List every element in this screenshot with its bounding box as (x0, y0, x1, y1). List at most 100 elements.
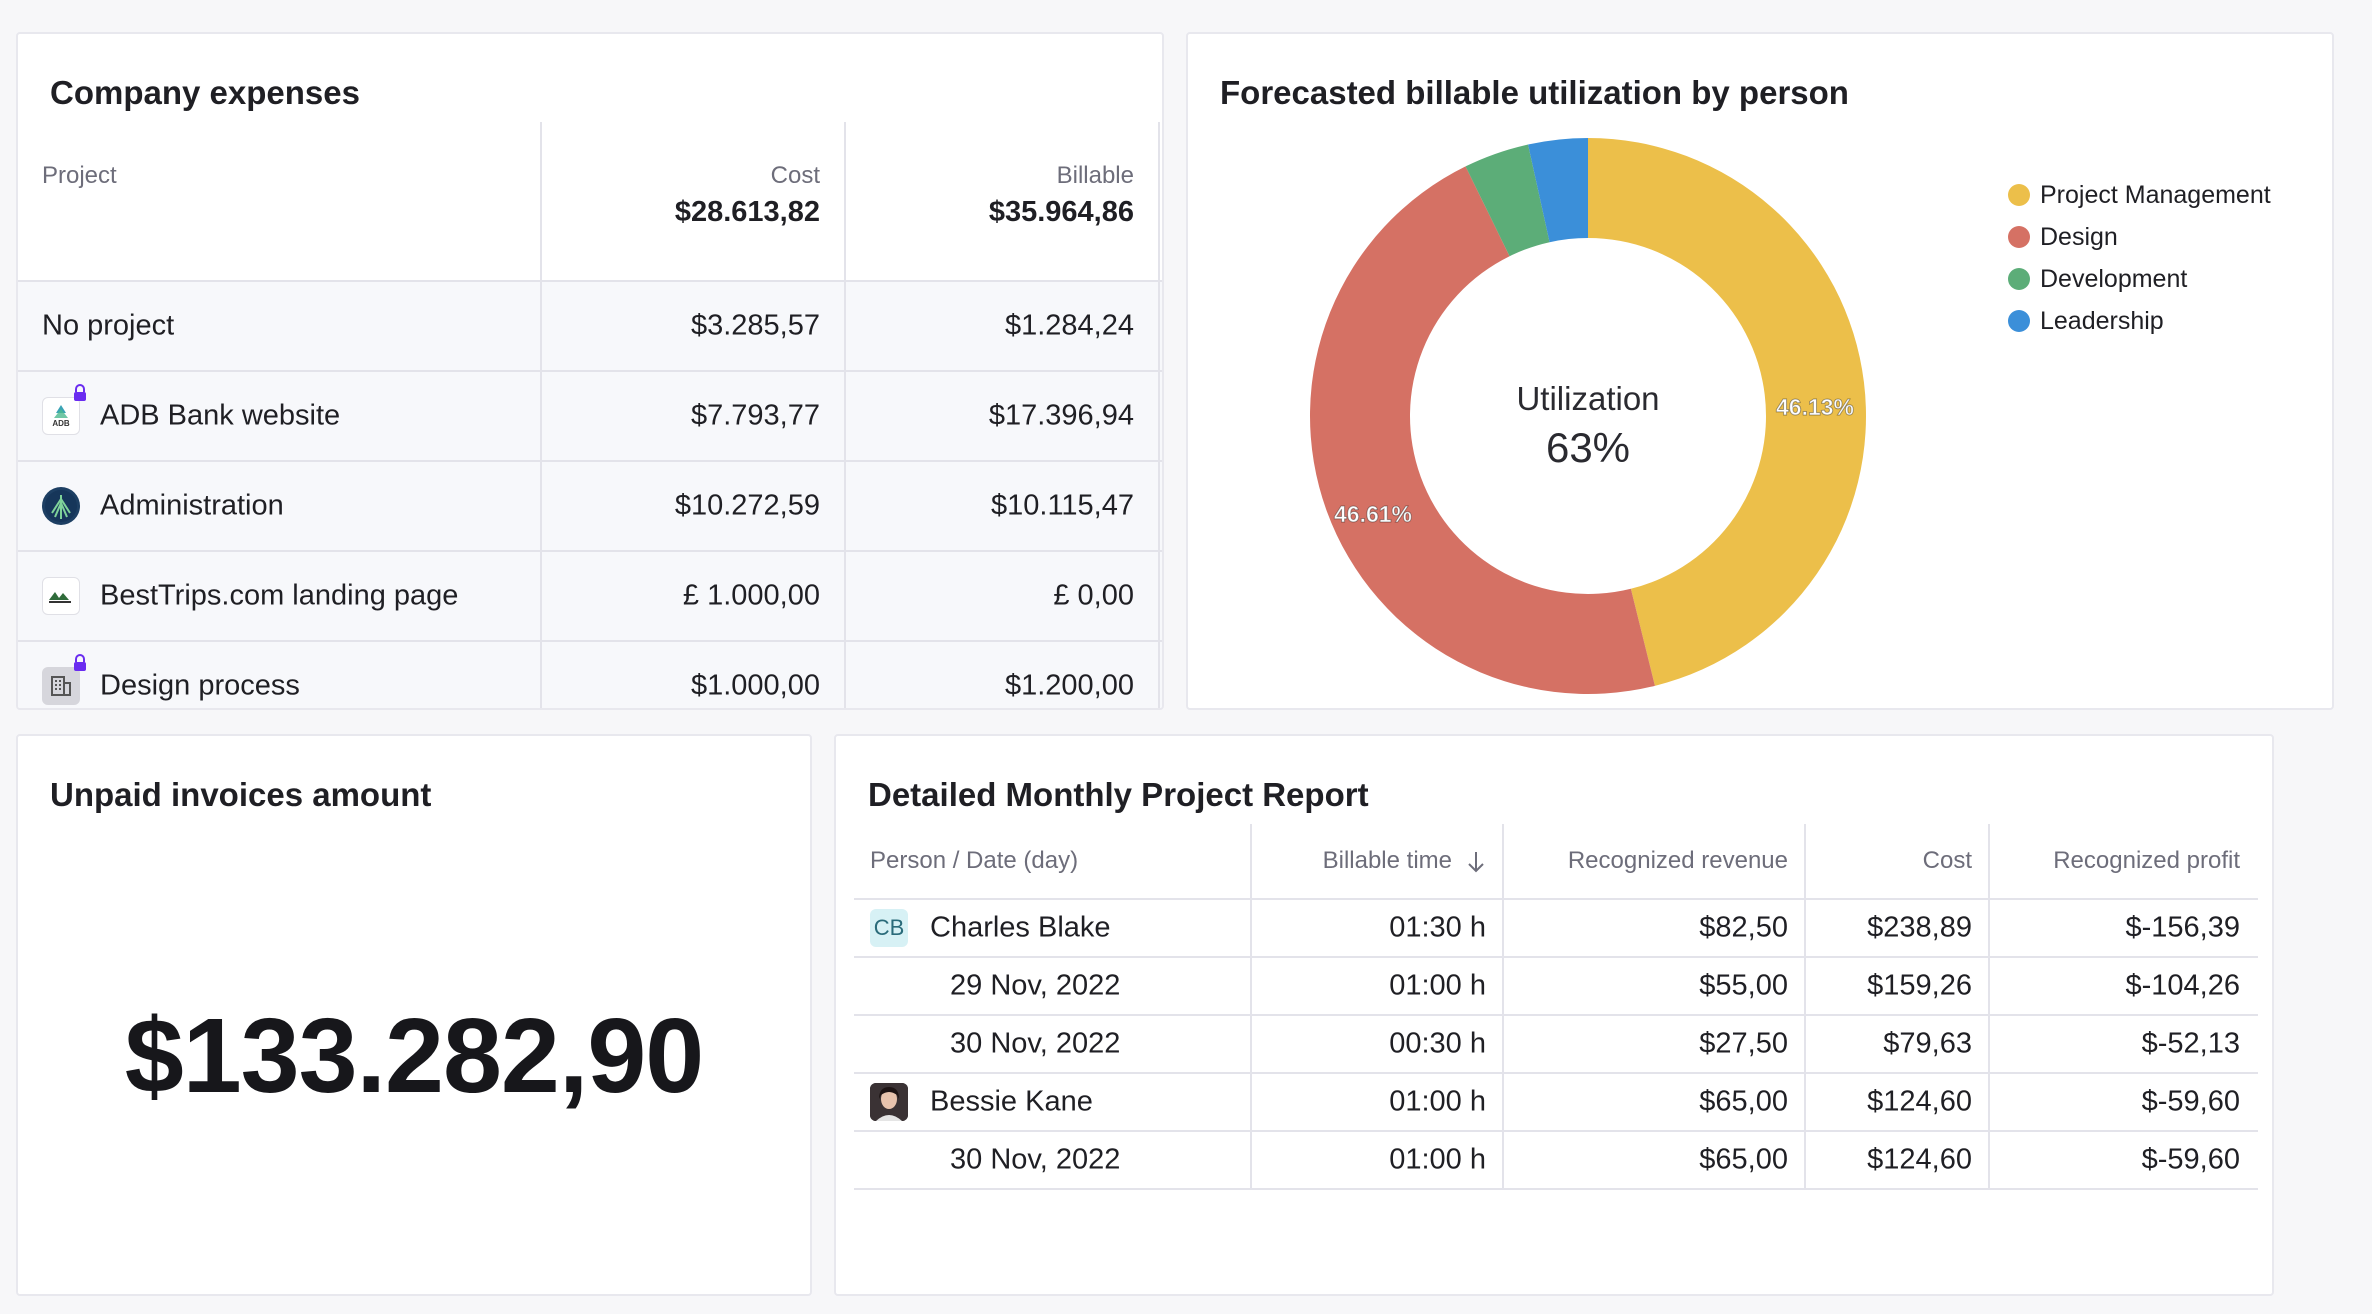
project-billable: $10.115,47 (991, 489, 1134, 522)
donut-slice-leadership[interactable] (1528, 138, 1588, 243)
project-name: Design process (100, 669, 300, 702)
project-column-header[interactable]: Project (18, 122, 542, 280)
billable-time: 01:00 h (1389, 969, 1486, 1002)
table-row-date[interactable]: 29 Nov, 2022 01:00 h $55,00 $159,26 $-10… (854, 958, 2258, 1016)
legend-item-development[interactable]: Development (2008, 258, 2271, 300)
project-cost: $10.272,59 (674, 489, 820, 522)
monthly-report-title: Detailed Monthly Project Report (868, 776, 1369, 813)
billable-time: 01:00 h (1389, 1143, 1486, 1176)
monthly-report-card: Detailed Monthly Project Report Person /… (834, 734, 2274, 1296)
legend-item-leadership[interactable]: Leadership (2008, 300, 2271, 342)
recognized-profit: $-52,13 (2141, 1027, 2240, 1060)
legend-label: Design (2040, 222, 2118, 251)
donut-center-value: 63% (1546, 424, 1630, 471)
table-row[interactable]: BestTrips.com landing page £ 1.000,00 £ … (18, 552, 1162, 642)
donut-data-label: 46.13% (1776, 394, 1854, 420)
date-label: 29 Nov, 2022 (950, 969, 1121, 1002)
donut-slice-design[interactable] (1310, 166, 1655, 694)
project-cost: $7.793,77 (690, 399, 820, 432)
utilization-title: Forecasted billable utilization by perso… (1220, 74, 1849, 111)
recognized-revenue: $27,50 (1699, 1027, 1788, 1060)
person-name: Bessie Kane (930, 1085, 1093, 1118)
donut-slice-development[interactable] (1465, 144, 1550, 257)
billable-total: $35.964,86 (988, 196, 1134, 228)
table-row[interactable]: No project $3.285,57 $1.284,24 (18, 282, 1162, 372)
unpaid-invoices-card: Unpaid invoices amount $133.282,90 (16, 734, 812, 1296)
lock-icon (74, 384, 86, 401)
column-label: Billable time (1322, 847, 1452, 874)
column-header-person-date[interactable]: Person / Date (day) (854, 824, 1252, 898)
column-header-cost[interactable]: Cost (1806, 824, 1990, 898)
recognized-profit: $-59,60 (2141, 1143, 2240, 1176)
table-row[interactable]: Administration $10.272,59 $10.115,47 (18, 462, 1162, 552)
report-header-row: Person / Date (day) Billable time Recogn… (854, 824, 2258, 900)
project-column-label: Project (42, 162, 117, 189)
recognized-revenue: $82,50 (1699, 911, 1788, 944)
column-header-billable-time[interactable]: Billable time (1252, 824, 1504, 898)
project-name: No project (42, 309, 175, 342)
expenses-table: Project Cost $28.613,82 Billable $35.964… (18, 122, 1162, 708)
project-cost: £ 1.000,00 (682, 579, 820, 612)
avatar (870, 1083, 908, 1121)
recognized-revenue: $55,00 (1699, 969, 1788, 1002)
cost: $124,60 (1867, 1085, 1972, 1118)
administration-logo-icon (42, 487, 80, 525)
recognized-profit: $-104,26 (2125, 969, 2241, 1002)
project-billable: $1.284,24 (1004, 309, 1134, 342)
column-header-recognized-profit[interactable]: Recognized profit (1990, 824, 2256, 898)
project-billable: $17.396,94 (988, 399, 1134, 432)
billable-time: 01:00 h (1389, 1085, 1486, 1118)
legend-item-project-management[interactable]: Project Management (2008, 174, 2271, 216)
billable-column-header[interactable]: Billable $35.964,86 (846, 122, 1160, 280)
column-label: Person / Date (day) (870, 847, 1079, 874)
chart-legend: Project Management Design Development Le… (2008, 174, 2271, 342)
table-row-date[interactable]: 30 Nov, 2022 01:00 h $65,00 $124,60 $-59… (854, 1132, 2258, 1190)
column-header-recognized-revenue[interactable]: Recognized revenue (1504, 824, 1806, 898)
report-table: Person / Date (day) Billable time Recogn… (854, 824, 2258, 1190)
legend-dot (2008, 310, 2030, 332)
column-label: Recognized revenue (1567, 847, 1788, 874)
legend-dot (2008, 226, 2030, 248)
recognized-revenue: $65,00 (1699, 1143, 1788, 1176)
table-row-date[interactable]: 30 Nov, 2022 00:30 h $27,50 $79,63 $-52,… (854, 1016, 2258, 1074)
unpaid-invoices-title: Unpaid invoices amount (50, 776, 432, 813)
date-label: 30 Nov, 2022 (950, 1027, 1121, 1060)
lock-icon (74, 654, 86, 671)
cost-column-header[interactable]: Cost $28.613,82 (542, 122, 846, 280)
expenses-header-row: Project Cost $28.613,82 Billable $35.964… (18, 122, 1162, 282)
table-row-person[interactable]: CB Charles Blake 01:30 h $82,50 $238,89 … (854, 900, 2258, 958)
project-name: BestTrips.com landing page (100, 579, 459, 612)
donut-slice-project-management[interactable] (1588, 138, 1867, 686)
billable-time: 01:30 h (1389, 911, 1486, 944)
adb-logo-text: ADB (52, 419, 70, 428)
cost-total: $28.613,82 (674, 196, 820, 228)
company-expenses-title: Company expenses (50, 74, 360, 111)
table-row[interactable]: Design process $1.000,00 $1.200,00 (18, 642, 1162, 708)
recognized-profit: $-156,39 (2125, 911, 2241, 944)
legend-dot (2008, 268, 2030, 290)
sort-descending-icon[interactable] (1466, 850, 1486, 874)
project-billable: £ 0,00 (1053, 579, 1134, 612)
person-name: Charles Blake (930, 911, 1111, 944)
besttrips-logo-icon (42, 577, 80, 615)
billable-time: 00:30 h (1389, 1027, 1486, 1060)
legend-item-design[interactable]: Design (2008, 216, 2271, 258)
legend-dot (2008, 184, 2030, 206)
project-name: Administration (100, 489, 284, 522)
initials-avatar: CB (870, 909, 908, 947)
legend-label: Development (2040, 264, 2188, 293)
date-label: 30 Nov, 2022 (950, 1143, 1121, 1176)
table-row[interactable]: ADB ADB Bank website $7.793,77 $17.396,9… (18, 372, 1162, 462)
project-billable: $1.200,00 (1004, 669, 1134, 702)
column-label: Cost (1922, 847, 1972, 874)
legend-label: Leadership (2040, 306, 2164, 335)
table-row-person[interactable]: Bessie Kane 01:00 h $65,00 $124,60 $-59,… (854, 1074, 2258, 1132)
billable-column-label: Billable (1056, 162, 1134, 189)
unpaid-invoices-amount: $133.282,90 (124, 997, 704, 1115)
legend-label: Project Management (2040, 180, 2271, 209)
cost: $238,89 (1867, 911, 1972, 944)
utilization-card: Forecasted billable utilization by perso… (1186, 32, 2334, 710)
column-label: Recognized profit (2053, 847, 2240, 874)
project-name: ADB Bank website (100, 399, 341, 432)
building-icon (42, 667, 80, 705)
